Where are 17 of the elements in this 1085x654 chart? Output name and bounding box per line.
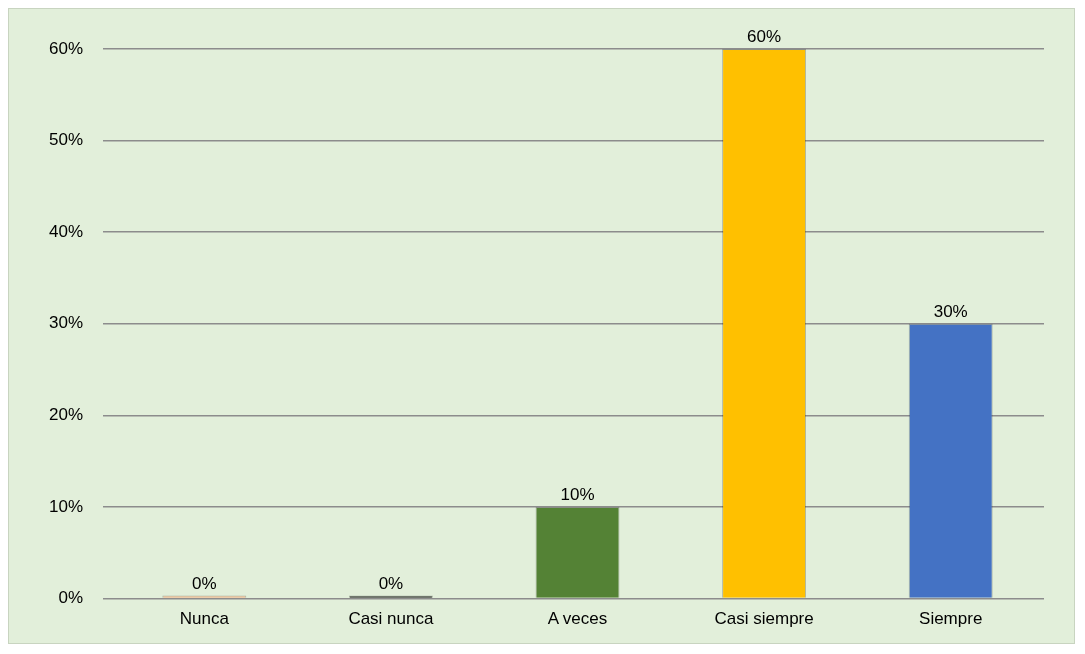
y-tick-label: 30% — [48, 313, 84, 333]
x-tick-label: Nunca — [179, 609, 230, 629]
y-tick-label: 10% — [48, 496, 84, 516]
y-tick-label: 60% — [48, 38, 84, 58]
x-tick-label: Siempre — [919, 609, 983, 629]
x-tick-label: Casi nunca — [348, 609, 434, 629]
x-tick-label: Casi siempre — [714, 609, 814, 629]
y-tick-label: 40% — [48, 221, 84, 241]
y-tick-label: 20% — [48, 405, 84, 425]
data-label: 0% — [192, 573, 217, 593]
data-label: 60% — [747, 27, 782, 47]
data-label: 0% — [378, 573, 404, 593]
data-label: 10% — [560, 485, 595, 505]
y-tick-label: 0% — [58, 588, 84, 608]
data-label: 30% — [933, 301, 968, 321]
x-tick-label: A veces — [547, 609, 608, 629]
y-tick-label: 50% — [48, 130, 84, 150]
